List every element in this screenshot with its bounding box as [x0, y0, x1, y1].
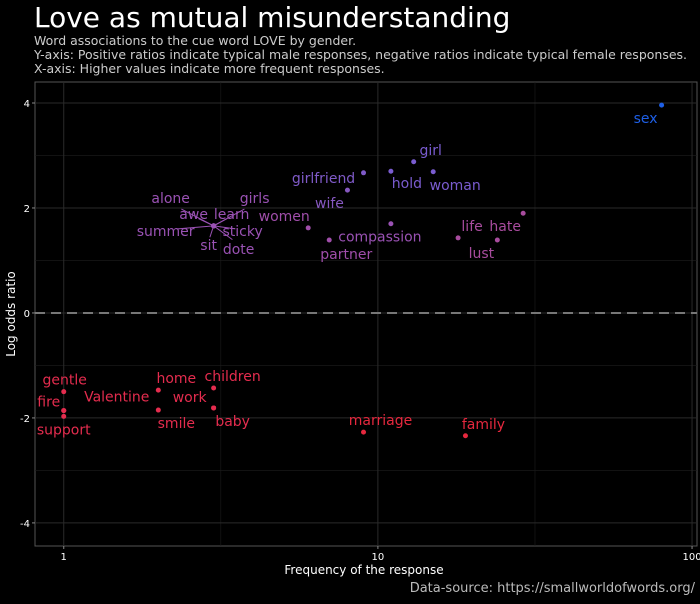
leader-line [213, 225, 236, 230]
x-tick-label: 10 [372, 552, 385, 563]
point-label: smile [158, 416, 195, 432]
point-label: fire [37, 395, 60, 411]
point-label: hate [489, 219, 521, 235]
point [659, 102, 665, 108]
point-label: women [259, 209, 310, 225]
point [305, 225, 311, 231]
point [61, 413, 67, 419]
point [326, 237, 332, 243]
point [455, 235, 461, 241]
y-tick-label: -2 [20, 414, 30, 425]
point-label: family [462, 417, 505, 433]
leader-line [198, 218, 214, 227]
point-label: hold [392, 176, 422, 192]
point-label: children [205, 369, 261, 385]
subtitle: Word associations to the cue word LOVE b… [34, 33, 356, 48]
point-label: baby [215, 414, 250, 430]
point [430, 169, 436, 175]
point [361, 429, 367, 435]
point-label: alone [151, 191, 190, 207]
point-label: work [173, 390, 208, 406]
subtitle: X-axis: Higher values indicate more freq… [34, 61, 385, 76]
point [388, 168, 394, 174]
point [211, 223, 217, 229]
point-label: partner [320, 247, 372, 263]
leader-line [213, 208, 245, 227]
point [411, 159, 417, 165]
point-label: summer [137, 224, 195, 240]
point-label: girls [240, 191, 270, 207]
point-label: marriage [349, 413, 412, 429]
point-label: gentle [43, 373, 87, 389]
point [61, 408, 67, 414]
y-tick-label: 4 [24, 99, 30, 110]
point [344, 187, 350, 193]
point [211, 385, 217, 391]
x-axis-label: Frequency of the response [284, 563, 443, 577]
point-label: awe [179, 207, 208, 223]
point [155, 387, 161, 393]
x-tick-label: 1 [61, 552, 67, 563]
point-label: dote [223, 242, 255, 258]
point [361, 170, 367, 176]
plot-border [34, 81, 698, 547]
point-label: wife [315, 196, 344, 212]
point [494, 237, 500, 243]
point-label: lust [469, 246, 495, 262]
y-tick-label: -4 [20, 519, 30, 530]
y-tick-label: 0 [24, 309, 30, 320]
point [155, 407, 161, 413]
point-label: life [461, 219, 482, 235]
point-label: sit [200, 238, 217, 254]
point-label: girlfriend [292, 171, 355, 187]
point-label: girl [419, 143, 441, 159]
y-tick-label: 2 [24, 204, 30, 215]
point [520, 210, 526, 216]
point-label: Valentine [84, 390, 149, 406]
chart-title: Love as mutual misunderstanding [34, 1, 510, 34]
point-label: home [156, 371, 196, 387]
point [388, 221, 394, 227]
point-label: compassion [338, 230, 421, 246]
point-label: woman [430, 178, 481, 194]
point [61, 389, 67, 395]
point-label: support [37, 422, 91, 438]
leader-line [177, 225, 214, 230]
point-label: sex [634, 111, 658, 127]
point-label: sticky [223, 224, 263, 240]
y-axis-label: Log odds ratio [4, 271, 18, 357]
x-tick-label: 100 [682, 552, 700, 563]
leader-line [213, 225, 233, 241]
caption: Data-source: https://smallworldofwords.o… [410, 581, 696, 596]
subtitle: Y-axis: Positive ratios indicate typical… [33, 47, 687, 62]
point [462, 433, 468, 439]
point [211, 405, 217, 411]
